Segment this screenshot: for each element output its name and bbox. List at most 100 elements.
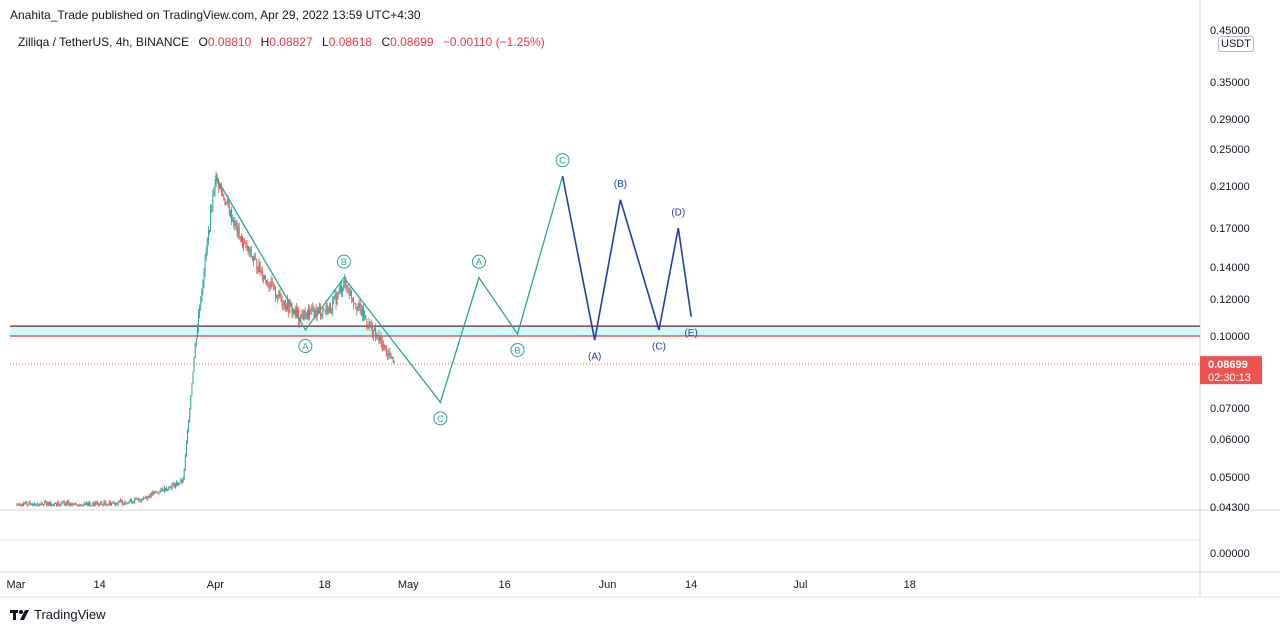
candle-body — [79, 504, 81, 507]
candle-body — [51, 504, 53, 506]
candle-body — [221, 188, 223, 194]
candle-body — [359, 303, 361, 308]
candle-body — [228, 206, 230, 216]
candle-body — [217, 178, 219, 189]
candle-body — [375, 328, 377, 336]
candle-body — [189, 408, 191, 422]
candle-body — [256, 258, 258, 270]
candle-body — [320, 307, 322, 316]
symbol-title[interactable]: Zilliqa / TetherUS, 4h, BINANCE — [18, 35, 190, 49]
candle-body — [122, 500, 124, 505]
candle-body — [248, 246, 250, 253]
candle-body — [368, 321, 370, 328]
candle-body — [280, 296, 282, 299]
candle-body — [366, 319, 368, 326]
candle-body — [348, 292, 350, 296]
candle-body — [324, 310, 326, 311]
candle-body — [160, 488, 162, 491]
candle-body — [392, 356, 394, 363]
candle-body — [26, 501, 28, 505]
candle-body — [206, 239, 208, 251]
time-tick-label: May — [398, 579, 419, 591]
currency-unit-button[interactable]: USDT — [1218, 36, 1254, 52]
candle-body — [53, 503, 55, 506]
candle-body — [47, 502, 49, 506]
price-tick-label: 0.10000 — [1210, 331, 1250, 343]
candle-body — [150, 492, 152, 498]
candle-body — [19, 504, 21, 506]
candle-body — [342, 289, 344, 293]
candle-body — [103, 501, 105, 506]
candle-body — [355, 303, 357, 308]
candle-body — [353, 299, 355, 304]
open-label: O — [198, 35, 208, 49]
candle-body — [68, 501, 70, 506]
candle-body — [369, 321, 371, 327]
candle-body — [338, 288, 340, 294]
candle-body — [151, 492, 153, 495]
brand-name: TradingView — [34, 607, 106, 622]
candle-body — [212, 195, 214, 212]
candle-body — [265, 276, 267, 281]
tradingview-logo-icon — [10, 609, 29, 620]
last-price-label: 0.08699 — [1208, 359, 1248, 371]
last-price-badge[interactable] — [1200, 356, 1262, 385]
candle-body — [333, 296, 335, 301]
time-tick-label: 16 — [499, 579, 511, 591]
candle-body — [229, 209, 231, 216]
candle-body — [105, 503, 107, 506]
candle-body — [231, 209, 232, 222]
candle-body — [287, 299, 289, 309]
price-tick-label: 0.12000 — [1210, 294, 1250, 306]
candle-body — [139, 500, 141, 502]
candle-body — [17, 503, 19, 505]
candle-body — [278, 290, 280, 298]
candle-body — [325, 305, 327, 311]
candle-body — [35, 504, 37, 505]
candle-body — [308, 309, 309, 318]
candle-body — [251, 256, 253, 259]
candle-body — [255, 258, 257, 260]
candle-body — [40, 502, 42, 505]
candle-body — [334, 295, 336, 297]
candle-body — [70, 504, 72, 505]
candle-body — [343, 285, 345, 290]
wave-label: (B) — [614, 179, 627, 190]
candle-body — [254, 258, 256, 261]
candle-body — [39, 504, 41, 506]
candle-body — [214, 183, 216, 192]
candle-body — [107, 504, 109, 505]
candle-body — [236, 225, 238, 233]
high-label: H — [260, 35, 270, 49]
candle-body — [25, 501, 27, 504]
candle-body — [222, 193, 224, 195]
candle-body — [339, 285, 341, 289]
candle-body — [336, 292, 338, 305]
candle-body — [242, 236, 243, 247]
candle-body — [84, 503, 86, 506]
wave-label: (C) — [652, 342, 666, 353]
candle-body — [250, 249, 252, 257]
candle-body — [240, 236, 242, 241]
candle-body — [121, 500, 122, 502]
candle-body — [138, 498, 140, 501]
candle-body — [184, 455, 186, 471]
candle-body — [81, 504, 83, 506]
candle-body — [20, 505, 22, 507]
candle-body — [57, 501, 59, 506]
wave-label-circle — [298, 339, 313, 354]
candle-body — [110, 501, 111, 506]
candle-body — [127, 502, 129, 504]
price-tick-label: 0.06000 — [1210, 434, 1250, 446]
candle-body — [344, 278, 346, 286]
candle-body — [237, 227, 239, 233]
candle-body — [385, 345, 386, 347]
candle-body — [136, 498, 138, 500]
candle-body — [24, 503, 26, 505]
candle-body — [288, 299, 290, 312]
candle-body — [170, 486, 172, 489]
candle-body — [132, 501, 133, 503]
candle-body — [37, 504, 39, 506]
candle-body — [194, 343, 196, 358]
